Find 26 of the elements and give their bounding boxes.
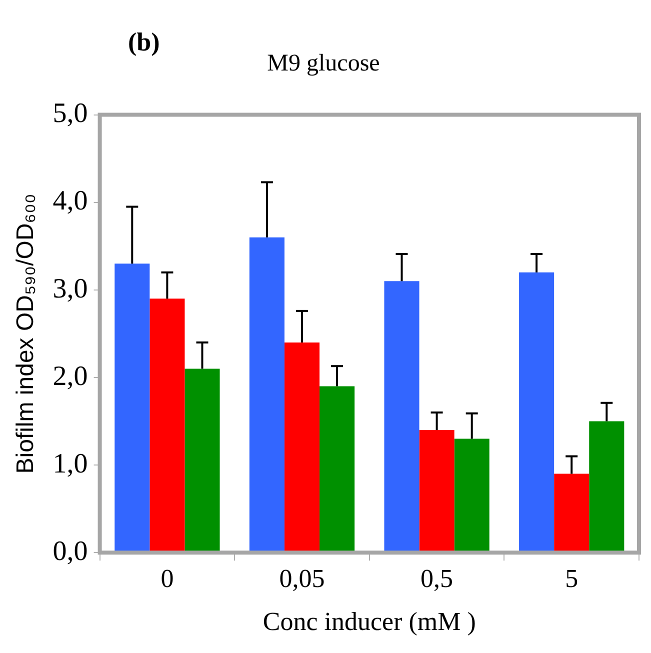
x-tick-label: 0: [160, 564, 174, 594]
bar: [184, 368, 220, 552]
bar: [454, 438, 490, 552]
y-tick-label: 4,0: [52, 186, 88, 217]
bar: [114, 264, 150, 552]
bar: [150, 298, 185, 552]
x-tick-label: 0,5: [420, 564, 454, 594]
bar: [519, 272, 554, 552]
bar: [320, 386, 355, 552]
bar: [284, 342, 320, 552]
x-tick-label: 0,05: [279, 564, 325, 594]
y-tick-label: 5,0: [52, 98, 88, 130]
bar: [419, 430, 454, 552]
x-axis-title: Conc inducer (mM ): [262, 607, 476, 636]
bar: [384, 281, 420, 552]
y-tick-label: 3,0: [52, 273, 88, 304]
y-tick-label: 1,0: [52, 448, 88, 480]
text: (b): [128, 28, 160, 57]
bar: [589, 421, 624, 552]
y-tick-label: 0,0: [52, 536, 88, 567]
y-tick-label: 2,0: [52, 360, 88, 392]
x-tick-label: 5: [565, 564, 578, 594]
y-axis-title: Biofilm index OD₅₉₀/OD₆₀₀: [12, 194, 40, 474]
bar: [249, 237, 284, 552]
bar: [554, 474, 590, 552]
chart-title: M9 glucose: [267, 50, 380, 77]
